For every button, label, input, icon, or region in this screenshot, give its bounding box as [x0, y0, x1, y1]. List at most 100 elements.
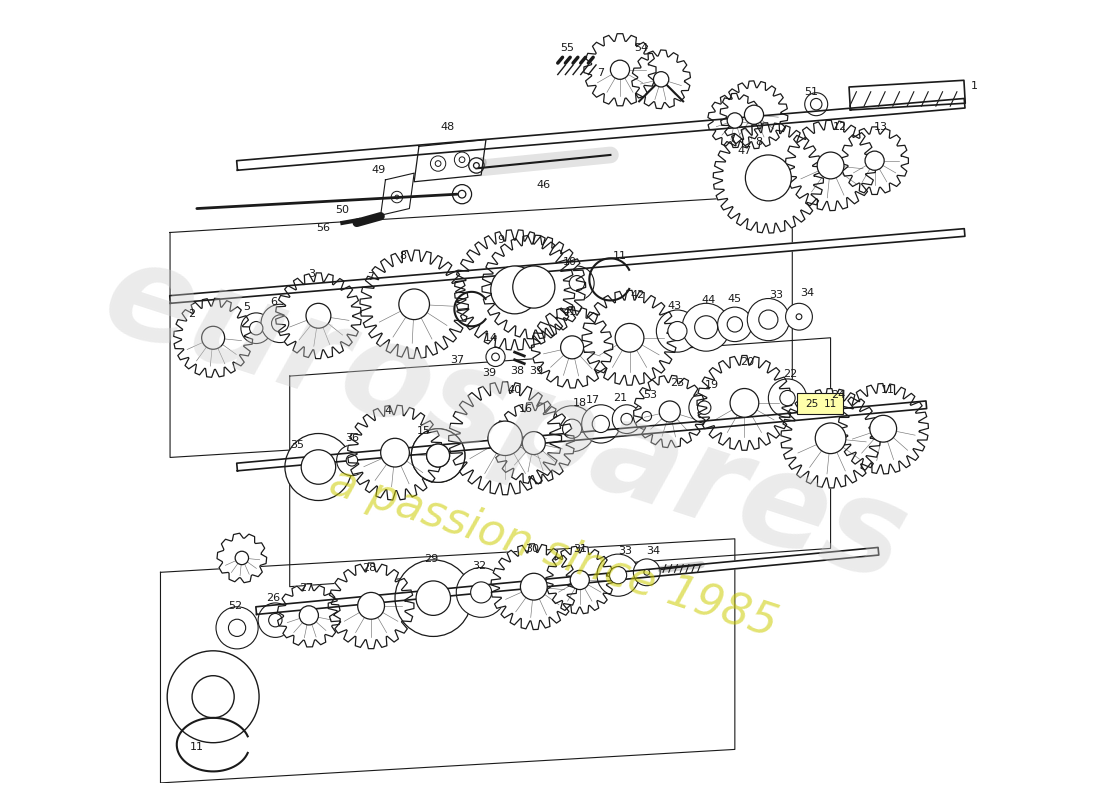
Text: 11: 11	[824, 399, 837, 409]
Text: 15: 15	[417, 426, 431, 436]
Text: 51: 51	[804, 86, 818, 97]
Text: 45: 45	[728, 294, 741, 305]
Text: 22: 22	[783, 369, 798, 379]
Text: 7: 7	[597, 68, 604, 78]
Circle shape	[870, 415, 896, 442]
Circle shape	[682, 303, 730, 351]
Text: 37: 37	[450, 354, 464, 365]
Circle shape	[615, 323, 644, 352]
Text: 11: 11	[613, 251, 627, 262]
Circle shape	[796, 314, 802, 319]
Circle shape	[817, 152, 844, 179]
Circle shape	[395, 560, 472, 637]
Circle shape	[250, 322, 263, 335]
Circle shape	[634, 559, 660, 586]
Polygon shape	[631, 50, 691, 109]
Circle shape	[694, 316, 717, 338]
Text: 34: 34	[801, 288, 815, 298]
Text: 8: 8	[399, 251, 406, 262]
Text: 36: 36	[345, 434, 359, 443]
Text: 41: 41	[562, 307, 576, 317]
Polygon shape	[411, 429, 465, 482]
Text: 27: 27	[299, 582, 314, 593]
Text: 16: 16	[519, 404, 534, 414]
Circle shape	[285, 434, 352, 501]
Polygon shape	[277, 584, 340, 647]
Text: 32: 32	[472, 561, 486, 570]
Circle shape	[306, 303, 331, 328]
Polygon shape	[785, 120, 876, 210]
Circle shape	[216, 606, 258, 649]
Circle shape	[272, 315, 289, 332]
Circle shape	[399, 289, 429, 319]
Circle shape	[488, 421, 522, 455]
Text: 17: 17	[586, 395, 601, 405]
Circle shape	[381, 438, 409, 467]
Circle shape	[811, 98, 822, 110]
Text: 35: 35	[290, 440, 305, 450]
Text: 40: 40	[507, 386, 521, 395]
Text: 33: 33	[618, 546, 631, 556]
Circle shape	[358, 593, 385, 619]
Polygon shape	[531, 306, 613, 388]
Polygon shape	[482, 235, 585, 339]
Polygon shape	[217, 533, 266, 582]
Text: 46: 46	[537, 180, 550, 190]
Polygon shape	[582, 290, 676, 385]
Circle shape	[301, 450, 336, 484]
Circle shape	[473, 162, 480, 168]
Text: 11: 11	[881, 386, 895, 395]
Polygon shape	[781, 389, 880, 488]
Circle shape	[815, 423, 846, 454]
Circle shape	[241, 313, 272, 343]
Circle shape	[805, 93, 827, 116]
Circle shape	[261, 304, 299, 342]
Circle shape	[235, 551, 249, 565]
Polygon shape	[236, 98, 965, 170]
Text: 52: 52	[228, 601, 242, 611]
Text: 44: 44	[702, 295, 716, 306]
Text: 10: 10	[563, 257, 578, 267]
Text: 24: 24	[832, 390, 846, 400]
Circle shape	[167, 651, 260, 742]
Text: 21: 21	[613, 393, 627, 403]
Text: eurospares: eurospares	[88, 230, 922, 609]
Circle shape	[522, 431, 546, 454]
Circle shape	[549, 406, 595, 452]
Polygon shape	[360, 250, 469, 358]
Text: 48: 48	[440, 122, 454, 132]
Circle shape	[562, 419, 582, 438]
Circle shape	[411, 429, 465, 482]
Circle shape	[657, 310, 698, 352]
Text: 13: 13	[873, 122, 888, 132]
Text: 56: 56	[316, 222, 330, 233]
Circle shape	[613, 405, 641, 434]
Circle shape	[642, 411, 651, 421]
Text: 39: 39	[529, 366, 543, 376]
Circle shape	[668, 322, 688, 341]
Circle shape	[492, 353, 499, 361]
Circle shape	[395, 195, 399, 199]
Text: 50: 50	[336, 206, 350, 215]
Text: 3: 3	[308, 269, 316, 278]
Polygon shape	[169, 229, 965, 303]
Circle shape	[430, 156, 446, 171]
Circle shape	[192, 676, 234, 718]
Circle shape	[454, 152, 470, 167]
Circle shape	[620, 414, 632, 425]
Circle shape	[392, 191, 403, 203]
Circle shape	[747, 298, 790, 341]
Text: 4: 4	[385, 406, 392, 417]
Text: 19: 19	[705, 380, 719, 390]
Polygon shape	[708, 94, 762, 147]
Polygon shape	[720, 81, 788, 149]
Polygon shape	[276, 273, 361, 358]
Circle shape	[644, 570, 650, 575]
Circle shape	[730, 389, 759, 418]
Circle shape	[759, 310, 778, 329]
Text: 29: 29	[425, 554, 439, 564]
Polygon shape	[546, 546, 614, 614]
Circle shape	[491, 266, 539, 314]
Text: 23: 23	[670, 378, 684, 388]
Circle shape	[717, 307, 752, 342]
